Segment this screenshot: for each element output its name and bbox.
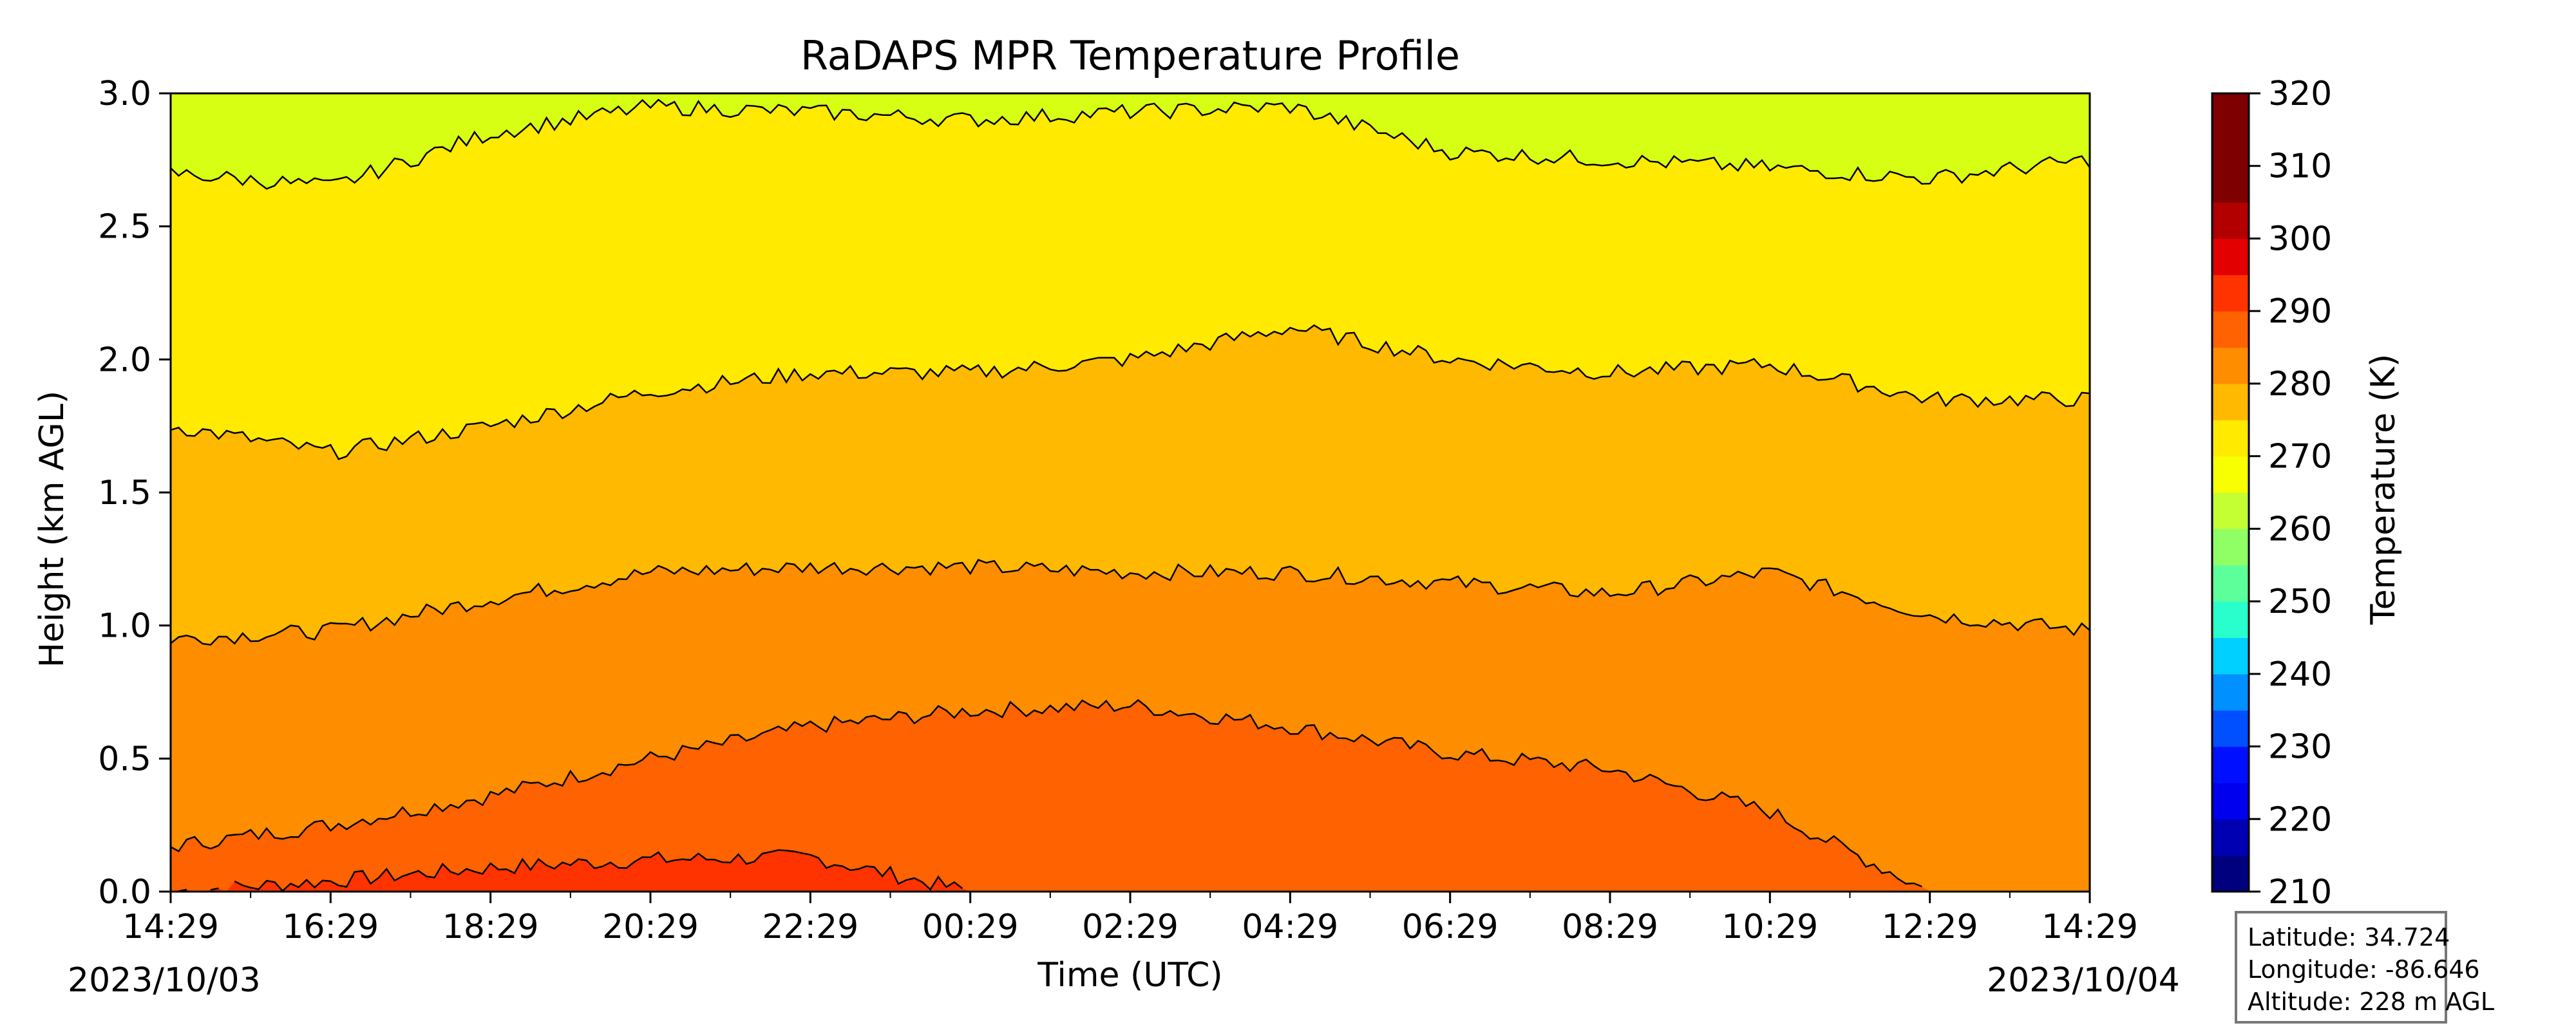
colorbar-segment bbox=[2212, 746, 2249, 783]
colorbar-segment bbox=[2212, 710, 2249, 747]
x-tick-label: 08:29 bbox=[1562, 908, 1658, 946]
colorbar-tick-label: 310 bbox=[2268, 147, 2332, 186]
colorbar-segment bbox=[2212, 274, 2249, 312]
colorbar-segment bbox=[2212, 565, 2249, 602]
colorbar-segment bbox=[2212, 383, 2249, 420]
y-axis-label: Height (km AGL) bbox=[33, 391, 71, 668]
x-tick-label: 22:29 bbox=[762, 908, 858, 946]
x-tick-label: 04:29 bbox=[1242, 908, 1338, 946]
y-tick-label: 1.5 bbox=[98, 474, 151, 512]
colorbar-tick-label: 210 bbox=[2268, 873, 2332, 912]
colorbar-tick-label: 230 bbox=[2268, 728, 2332, 767]
y-tick-label: 1.0 bbox=[98, 607, 151, 646]
colorbar-label: Temperature (K) bbox=[2364, 354, 2403, 626]
x-tick-label: 00:29 bbox=[922, 908, 1019, 946]
isotherm-line-295 bbox=[170, 698, 1922, 888]
latitude-text: Latitude: 34.724 bbox=[2248, 923, 2450, 951]
y-tick-label: 3.0 bbox=[98, 75, 151, 113]
colorbar-segment bbox=[2212, 673, 2249, 711]
colorbar-segment bbox=[2212, 238, 2249, 276]
longitude-text: Longitude: -86.646 bbox=[2248, 955, 2480, 984]
start-date-label: 2023/10/03 bbox=[68, 961, 261, 1000]
colorbar-tick-label: 320 bbox=[2268, 75, 2332, 113]
isotherm-line-280 bbox=[170, 98, 2091, 190]
plot-area bbox=[169, 92, 2091, 893]
y-axis: 0.0 0.5 1.0 1.5 2.0 2.5 3.0 bbox=[98, 75, 171, 912]
colorbar-segment bbox=[2212, 93, 2249, 130]
x-tick-label: 12:29 bbox=[1882, 908, 1978, 946]
x-axis-label: Time (UTC) bbox=[1037, 956, 1222, 995]
x-tick-label: 20:29 bbox=[602, 908, 699, 946]
x-tick-label: 18:29 bbox=[442, 908, 539, 946]
y-tick-label: 0.5 bbox=[98, 740, 151, 778]
x-tick-label: 14:29 bbox=[2041, 908, 2138, 946]
x-axis: 14:29 16:29 18:29 20:29 22:29 00:29 02:29 04:29… bbox=[122, 892, 2138, 946]
colorbar: 210 220 230 240 250 260 270 280 290 300 310 320 bbox=[2211, 75, 2332, 912]
colorbar-segment bbox=[2212, 529, 2249, 566]
colorbar-frame bbox=[2211, 92, 2250, 893]
colorbar-segment bbox=[2212, 492, 2249, 529]
x-tick-label: 16:29 bbox=[282, 908, 379, 946]
y-tick-label: 2.0 bbox=[98, 341, 151, 379]
colorbar-tick-label: 300 bbox=[2268, 220, 2332, 258]
colorbar-tick-label: 250 bbox=[2268, 583, 2332, 621]
band-300 bbox=[171, 850, 2090, 892]
colorbar-tick-label: 240 bbox=[2268, 655, 2332, 694]
x-tick-label: 06:29 bbox=[1402, 908, 1499, 946]
x-tick-label: 14:29 bbox=[122, 908, 219, 946]
x-tick-label: 02:29 bbox=[1082, 908, 1179, 946]
altitude-text: Altitude: 228 m AGL bbox=[2248, 988, 2495, 1016]
band-295 bbox=[171, 700, 2090, 892]
colorbar-segment bbox=[2212, 456, 2249, 493]
x-tick-label: 10:29 bbox=[1721, 908, 1818, 946]
colorbar-tick-label: 220 bbox=[2268, 800, 2332, 839]
colorbar-segment bbox=[2212, 601, 2249, 639]
colorbar-tick-label: 290 bbox=[2268, 292, 2332, 331]
y-tick-label: 0.0 bbox=[98, 873, 151, 912]
colorbar-segment bbox=[2212, 782, 2249, 819]
colorbar-tick-label: 280 bbox=[2268, 365, 2332, 404]
colorbar-segment bbox=[2212, 129, 2249, 167]
colorbar-tick-label: 260 bbox=[2268, 510, 2332, 548]
y-tick-label: 2.5 bbox=[98, 208, 151, 247]
colorbar-segment bbox=[2212, 202, 2249, 239]
colorbar-segment bbox=[2212, 311, 2249, 348]
colorbar-segment bbox=[2212, 420, 2249, 457]
colorbar-segment bbox=[2212, 347, 2249, 384]
colorbar-segment bbox=[2212, 855, 2249, 892]
colorbar-segment bbox=[2212, 637, 2249, 675]
colorbar-segment bbox=[2212, 165, 2249, 203]
location-info-box: Latitude: 34.724 Longitude: -86.646 Alti… bbox=[2235, 911, 2495, 1024]
isotherm-line-285 bbox=[170, 324, 2090, 460]
colorbar-segment bbox=[2212, 819, 2249, 856]
chart-title: RaDAPS MPR Temperature Profile bbox=[800, 32, 1460, 79]
end-date-label: 2023/10/04 bbox=[1987, 961, 2180, 1000]
isotherm-line-290 bbox=[170, 559, 2090, 646]
colorbar-tick-label: 270 bbox=[2268, 438, 2332, 476]
